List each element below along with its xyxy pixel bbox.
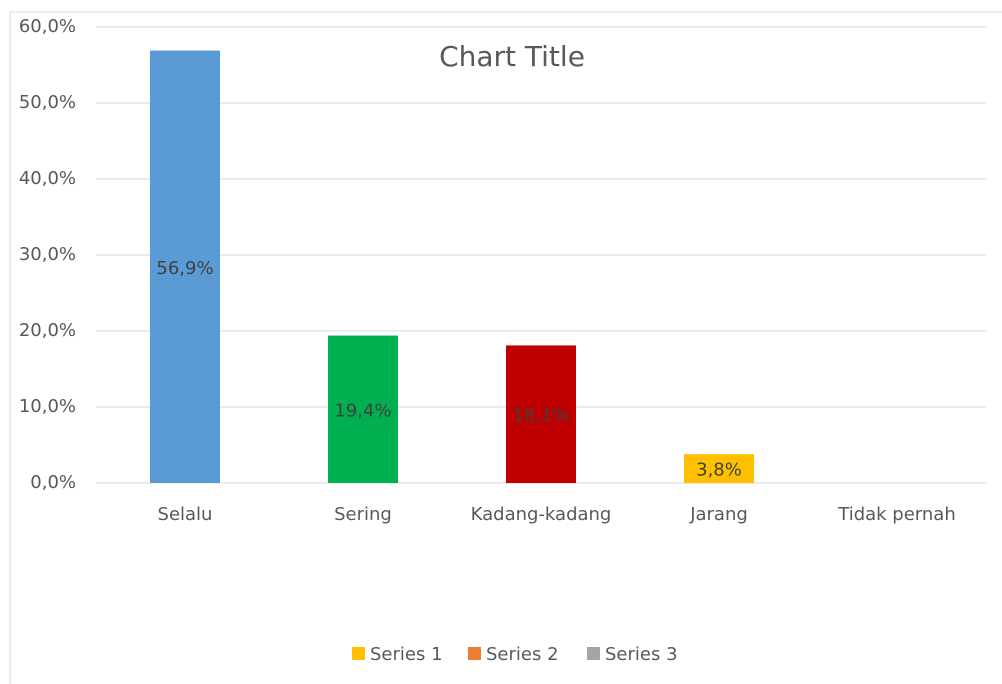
x-tick-label: Selalu [158, 504, 213, 525]
y-tick-label: 30,0% [19, 244, 76, 265]
y-tick-label: 40,0% [19, 168, 76, 189]
y-tick-label: 60,0% [19, 16, 76, 37]
legend-label: Series 3 [605, 644, 678, 665]
data-label: 18,1% [512, 405, 569, 426]
chart-title: Chart Title [439, 40, 585, 73]
legend-label: Series 1 [370, 644, 443, 665]
data-label: 19,4% [334, 400, 391, 421]
bar [150, 50, 220, 484]
data-label: 56,9% [156, 258, 213, 279]
y-tick-label: 0,0% [30, 472, 76, 493]
legend-swatch [352, 647, 365, 660]
y-tick-label: 10,0% [19, 396, 76, 417]
bar [684, 454, 754, 483]
data-label: 3,8% [696, 460, 742, 481]
legend-label: Series 2 [486, 644, 559, 665]
x-tick-label: Tidak pernah [837, 504, 955, 525]
y-tick-label: 20,0% [19, 320, 76, 341]
legend-swatch [468, 647, 481, 660]
y-tick-label: 50,0% [19, 92, 76, 113]
x-tick-label: Sering [334, 504, 392, 525]
x-tick-label: Jarang [689, 504, 748, 525]
x-tick-label: Kadang-kadang [471, 504, 612, 525]
bar [506, 345, 576, 483]
legend-swatch [587, 647, 600, 660]
bar [328, 335, 398, 483]
